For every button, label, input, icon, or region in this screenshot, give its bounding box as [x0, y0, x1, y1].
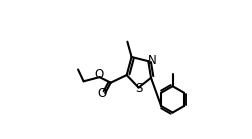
Text: S: S	[136, 82, 143, 95]
Text: O: O	[97, 87, 106, 100]
Text: N: N	[148, 54, 156, 67]
Text: O: O	[94, 68, 104, 81]
